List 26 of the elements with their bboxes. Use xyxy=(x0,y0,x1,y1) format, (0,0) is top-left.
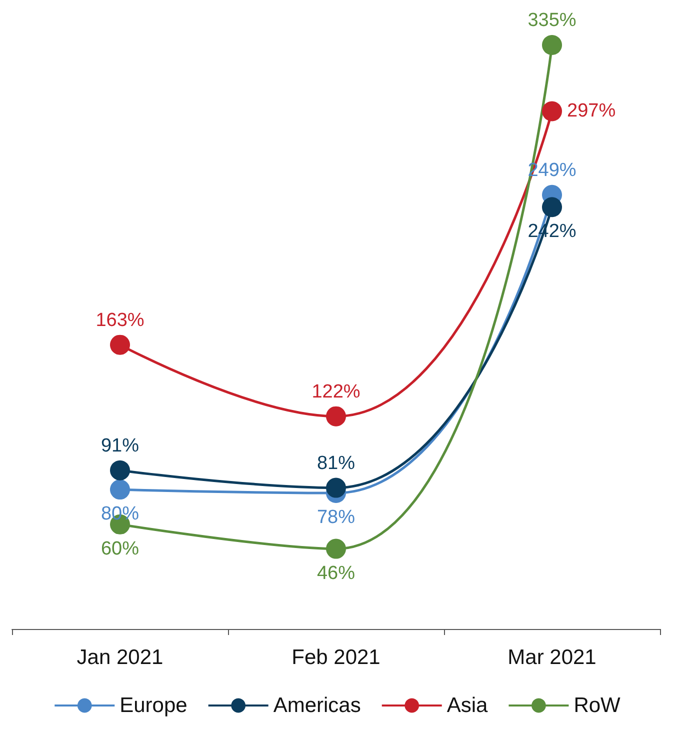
point xyxy=(326,478,346,498)
data-label: 81% xyxy=(316,452,356,474)
point xyxy=(326,406,346,426)
data-label: 80% xyxy=(100,504,140,525)
point xyxy=(110,334,130,355)
legend-label: Europe xyxy=(120,694,188,717)
x-tick-label: Mar 2021 xyxy=(508,646,596,669)
legend-label: Americas xyxy=(273,694,361,717)
data-label: 335% xyxy=(528,10,576,31)
point xyxy=(542,35,562,55)
legend-label: Asia xyxy=(446,694,488,717)
point xyxy=(542,101,562,122)
data-label: 60% xyxy=(100,538,140,560)
data-label: 91% xyxy=(100,435,140,456)
point xyxy=(110,460,130,480)
x-tick-label: Jan 2021 xyxy=(76,646,164,669)
point xyxy=(326,538,346,559)
x-tick-label: Feb 2021 xyxy=(292,646,380,669)
legend-label: RoW xyxy=(574,694,621,717)
data-label: 46% xyxy=(316,562,356,584)
point xyxy=(542,197,562,218)
data-label: 122% xyxy=(312,381,360,402)
data-label: 163% xyxy=(96,310,144,331)
point xyxy=(110,480,130,500)
data-label: 78% xyxy=(316,507,356,528)
data-label: 297% xyxy=(567,100,616,122)
